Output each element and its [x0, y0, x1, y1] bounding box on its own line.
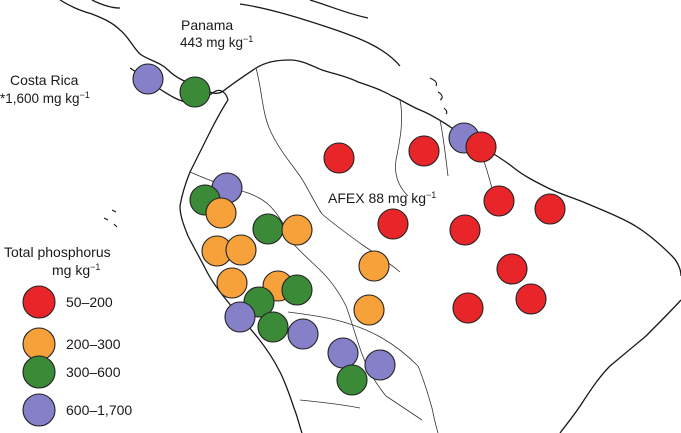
site-marker-amazon-south: [452, 292, 484, 324]
site-marker-amazon-east: [496, 253, 528, 285]
afex-label: AFEX 88 mg kg−1: [328, 190, 436, 206]
site-marker-amazon-central: [358, 250, 390, 282]
site-marker-venezuela: [323, 142, 355, 174]
site-marker-bolivia: [336, 364, 368, 396]
site-marker-peru-central: [216, 267, 248, 299]
site-marker-colombia: [252, 213, 284, 245]
legend-swatch-3: [22, 393, 56, 427]
site-marker-amazon-east: [515, 283, 547, 315]
site-marker-guyana: [408, 135, 440, 167]
legend-swatch-0: [22, 285, 56, 319]
legend-label-1: 200–300: [66, 336, 121, 352]
legend-title-line2: mg kg−1: [52, 262, 100, 278]
site-markers: [132, 63, 566, 396]
legend-title-line1: Total phosphorus: [4, 244, 111, 260]
site-marker-costa-rica: [132, 63, 164, 95]
site-marker-panama: [179, 76, 211, 108]
site-marker-peru-north: [225, 234, 257, 266]
legend-label-0: 50–200: [66, 294, 113, 310]
costa-rica-label: Costa Rica: [10, 72, 79, 88]
legend-items: 50–200 200–300 300–600 600–1,700: [22, 285, 132, 427]
site-marker-bolivia: [327, 337, 359, 369]
site-marker-amazon-south: [353, 294, 385, 326]
costa-rica-value: *1,600 mg kg−1: [0, 90, 90, 106]
legend-swatch-1: [22, 327, 56, 361]
site-marker-peru-south: [287, 318, 319, 350]
site-marker-amazon-central: [449, 214, 481, 246]
legend-label-3: 600–1,700: [66, 402, 132, 418]
panama-value: 443 mg kg−1: [180, 34, 253, 50]
legend-swatch-2: [22, 355, 56, 389]
legend-label-2: 300–600: [66, 364, 121, 380]
site-marker-amazon-north: [534, 193, 566, 225]
legend: Total phosphorus mg kg−1 50–200 200–300 30…: [4, 244, 132, 427]
site-marker-suriname: [465, 131, 497, 163]
site-marker-ecuador: [205, 197, 237, 229]
site-marker-peru-central: [281, 274, 313, 306]
site-marker-bolivia: [364, 349, 396, 381]
annotations: Panama 443 mg kg−1 Costa Rica *1,600 mg …: [0, 17, 436, 206]
panama-label: Panama: [181, 17, 233, 33]
site-marker-amazon-north: [483, 185, 515, 217]
site-marker-amazon-central: [377, 208, 409, 240]
site-marker-colombia: [281, 214, 313, 246]
site-marker-peru-south: [257, 311, 289, 343]
site-marker-peru-south: [224, 301, 256, 333]
